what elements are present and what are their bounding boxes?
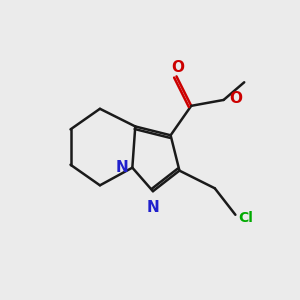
Text: N: N bbox=[116, 160, 128, 175]
Text: O: O bbox=[229, 91, 242, 106]
Text: Cl: Cl bbox=[238, 211, 253, 225]
Text: O: O bbox=[172, 60, 184, 75]
Text: N: N bbox=[147, 200, 159, 215]
